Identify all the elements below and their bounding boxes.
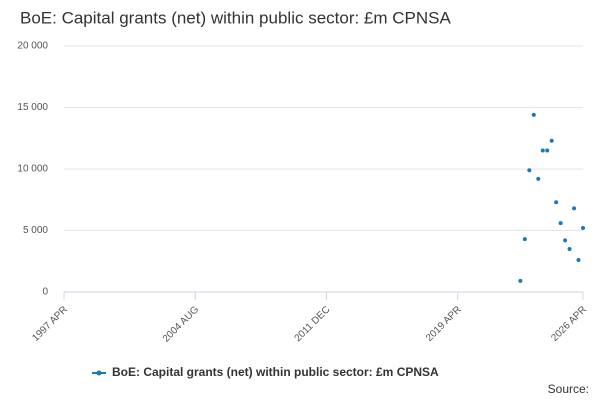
point [518,278,523,283]
x-tick-label: 2019 APR [424,304,464,344]
point [522,237,527,242]
point [549,138,554,143]
point [563,238,568,243]
point [545,148,550,153]
x-tick-label: 1997 APR [30,304,70,344]
point [527,168,532,173]
point [576,258,581,263]
source-label: Source: [548,382,589,396]
point [558,221,563,226]
point [572,206,577,211]
point [531,112,536,117]
x-tick-label: 2026 APR [549,304,589,344]
y-tick-label: 15 000 [17,102,48,113]
y-tick-label: 10 000 [17,164,48,175]
legend-label: BoE: Capital grants (net) within public … [112,365,439,379]
y-tick-label: 0 [42,287,48,298]
point [567,246,572,251]
y-tick-label: 5 000 [23,225,48,236]
legend-marker [96,370,102,376]
x-tick-label: 2011 DEC [293,304,333,344]
point [581,226,585,231]
chart-title: BoE: Capital grants (net) within public … [20,8,452,27]
point [554,200,559,205]
y-tick-label: 20 000 [17,41,48,52]
x-tick-label: 2004 AUG [161,304,202,345]
point [536,176,541,181]
point [540,148,545,153]
